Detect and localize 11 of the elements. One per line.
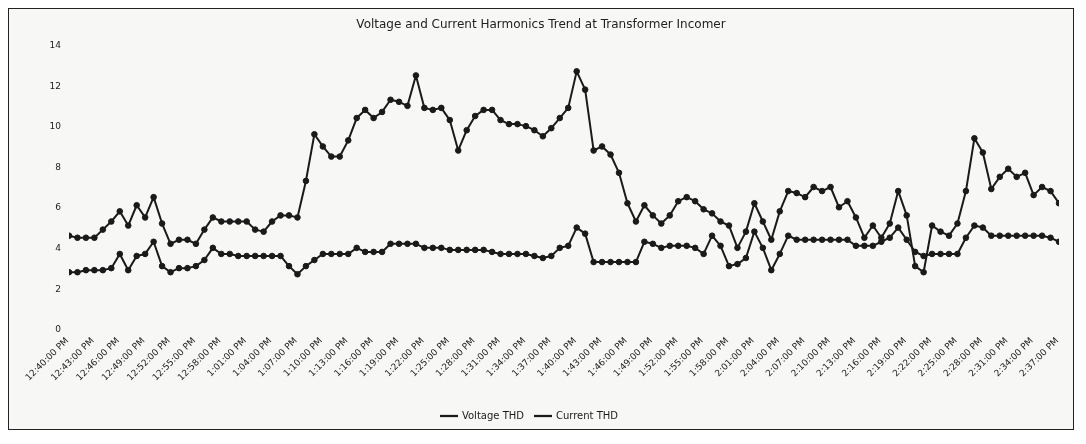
legend-label: Current THD bbox=[555, 410, 619, 421]
y-tick-label: 4 bbox=[55, 243, 62, 254]
chart-title: Voltage and Current Harmonics Trend at Transformer Incomer bbox=[355, 16, 727, 33]
y-tick-label: 8 bbox=[55, 161, 62, 172]
y-tick-label: 2 bbox=[55, 283, 61, 294]
y-tick-label: 6 bbox=[55, 202, 62, 213]
legend-label: Voltage THD bbox=[461, 410, 524, 421]
y-tick-label: 12 bbox=[49, 80, 61, 91]
y-tick-label: 10 bbox=[49, 121, 62, 132]
y-tick-label: 14 bbox=[49, 40, 62, 51]
y-tick-label: 0 bbox=[55, 324, 62, 335]
